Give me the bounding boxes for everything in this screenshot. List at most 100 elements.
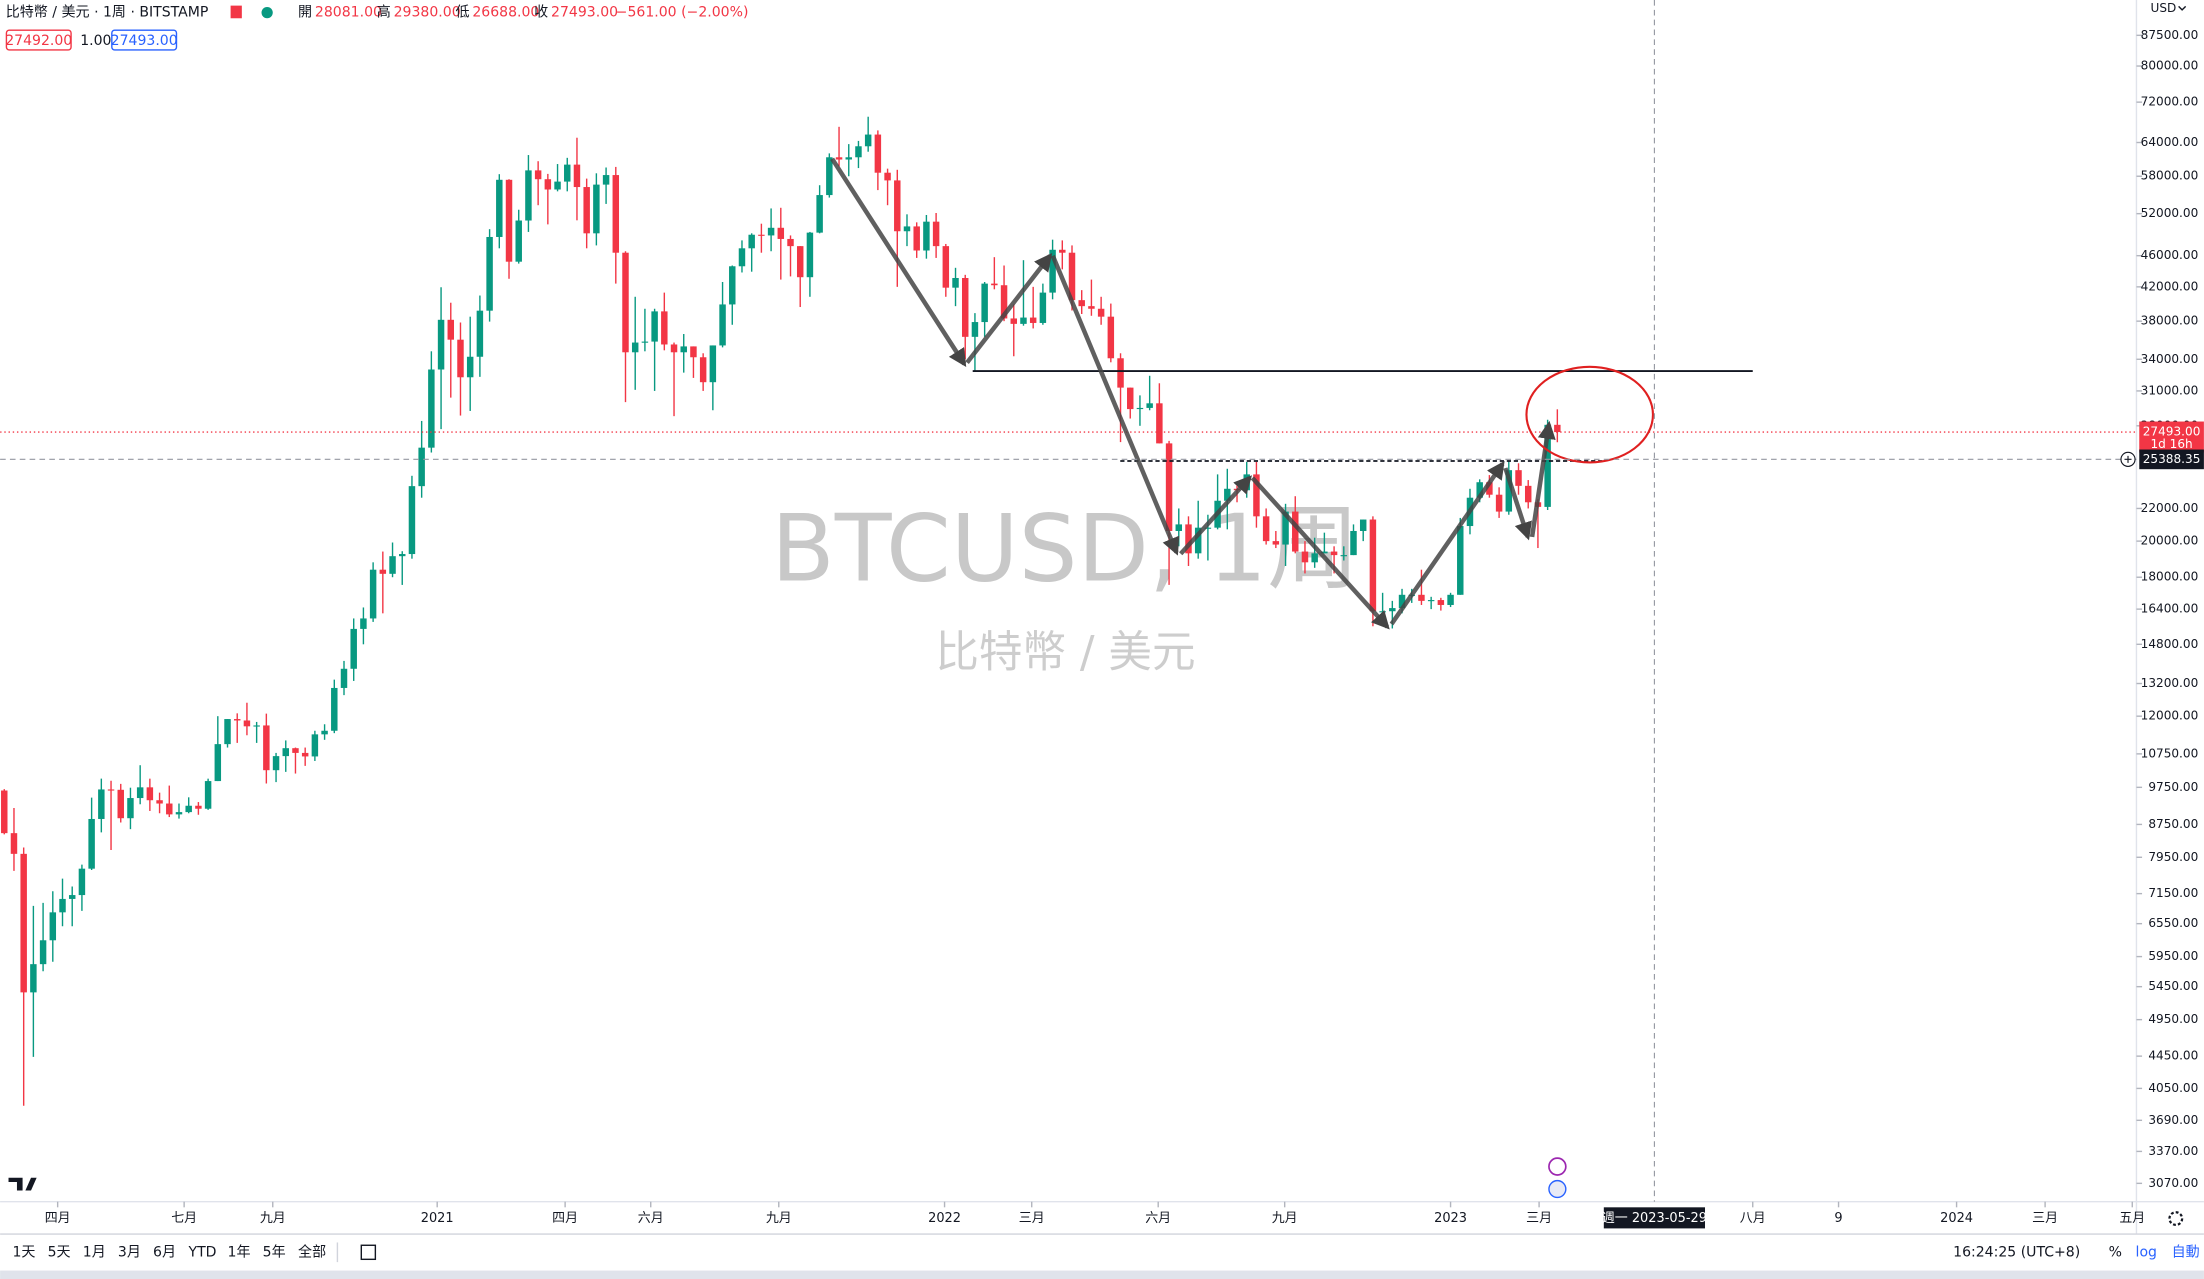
range-button[interactable]: 1月 xyxy=(83,1244,106,1260)
symbol[interactable]: 比特幣 / 美元 · 1周 · BITSTAMP xyxy=(6,5,209,21)
candle-body xyxy=(690,346,697,358)
x-tick-label: 六月 xyxy=(1145,1211,1171,1226)
candle-body xyxy=(10,833,18,854)
candle-body xyxy=(767,227,775,236)
range-button[interactable]: 5天 xyxy=(48,1244,71,1260)
x-tick-label: 三月 xyxy=(2032,1211,2058,1226)
change: −561.00 (−2.00%) xyxy=(616,5,749,21)
candle-body xyxy=(117,789,124,819)
range-button[interactable]: YTD xyxy=(187,1244,216,1260)
x-tick-label: 六月 xyxy=(638,1211,664,1226)
candle-body xyxy=(505,179,513,262)
candle-body xyxy=(379,569,387,574)
event-icon[interactable] xyxy=(1548,1157,1567,1176)
range-button[interactable]: 5年 xyxy=(263,1244,286,1260)
countdown: 1d 16h xyxy=(2150,437,2192,451)
candle-body xyxy=(981,283,988,323)
candle-body xyxy=(651,311,658,342)
status-icon xyxy=(261,7,273,19)
flag-icon[interactable] xyxy=(230,5,242,19)
candle-body xyxy=(1544,424,1551,507)
candle-body xyxy=(175,812,183,815)
candle-body xyxy=(971,322,979,337)
y-tick-label: 5450.00 xyxy=(2148,979,2198,993)
date-range-icon[interactable] xyxy=(360,1244,377,1261)
y-tick-label: 22000.00 xyxy=(2141,501,2199,515)
candle-body xyxy=(884,172,891,181)
y-tick-label: 18000.00 xyxy=(2141,570,2199,584)
candle-body xyxy=(952,277,959,288)
candle-body xyxy=(301,752,309,757)
candle-body xyxy=(573,164,581,188)
candle-body xyxy=(146,787,154,801)
y-tick-label: 12000.00 xyxy=(2141,709,2199,723)
candle-body xyxy=(796,246,804,278)
candle-body xyxy=(1049,249,1056,293)
y-tick-label: 4050.00 xyxy=(2148,1081,2198,1095)
candle-body xyxy=(1097,308,1105,317)
candle-body xyxy=(1194,527,1202,554)
candle-body xyxy=(1107,316,1115,359)
y-tick-label: 34000.00 xyxy=(2141,352,2199,366)
ask[interactable]: 27493.00 xyxy=(111,33,178,49)
candle-body xyxy=(1000,285,1008,319)
range-button[interactable]: 全部 xyxy=(298,1243,326,1260)
x-tick-label: 2021 xyxy=(421,1211,454,1226)
candle-body xyxy=(457,339,464,378)
candle-body xyxy=(991,283,998,286)
settings-icon[interactable] xyxy=(2168,1211,2184,1227)
candle-body xyxy=(1136,407,1144,410)
log-toggle[interactable]: log xyxy=(2136,1244,2157,1260)
y-tick-label: 64000.00 xyxy=(2141,135,2199,149)
candle-body xyxy=(1330,551,1338,556)
y-tick-label: 14800.00 xyxy=(2141,637,2199,651)
y-tick-label: 6550.00 xyxy=(2148,916,2198,930)
ohlc-label: 高 xyxy=(377,4,391,21)
candle-body xyxy=(583,187,590,234)
auto-toggle[interactable]: 自動 xyxy=(2172,1244,2200,1260)
candle-body xyxy=(1389,608,1396,612)
y-tick-label: 87500.00 xyxy=(2141,28,2199,42)
candle-body xyxy=(1156,403,1163,444)
candle-body xyxy=(554,181,561,190)
range-button[interactable]: 1天 xyxy=(12,1244,35,1260)
event-icon[interactable] xyxy=(1548,1179,1567,1199)
y-tick-label: 80000.00 xyxy=(2141,59,2199,73)
candle-body xyxy=(1029,317,1037,323)
candle-body xyxy=(224,719,231,745)
last-price-tag xyxy=(2139,421,2204,453)
arrow xyxy=(1529,420,1556,538)
candle-body xyxy=(932,221,940,247)
candle-body xyxy=(826,157,833,196)
range-button[interactable]: 1年 xyxy=(228,1244,251,1260)
x-tick-label: 五月 xyxy=(2119,1211,2145,1226)
candle-body xyxy=(292,748,299,753)
candle-body xyxy=(78,868,86,896)
range-button[interactable]: 6月 xyxy=(153,1244,176,1260)
candle-body xyxy=(515,220,522,262)
candle-body xyxy=(1418,594,1425,601)
candle-body xyxy=(1175,524,1183,531)
clock[interactable]: 16:24:25 (UTC+8) xyxy=(1953,1244,2080,1260)
x-tick-label: 2022 xyxy=(928,1211,961,1226)
sell-button[interactable] xyxy=(5,29,72,51)
ohlc-label: 低 xyxy=(455,5,469,21)
dropdown xyxy=(2178,5,2187,11)
bid[interactable]: 27492.00 xyxy=(5,33,72,49)
candle-body xyxy=(195,805,202,809)
y-tick-label: 5950.00 xyxy=(2148,949,2198,963)
percent-toggle[interactable]: % xyxy=(2109,1244,2122,1260)
candle-body xyxy=(1204,527,1212,529)
candle-body xyxy=(1185,524,1192,554)
buy-button[interactable] xyxy=(111,29,178,51)
currency[interactable]: USD xyxy=(2150,1,2176,15)
candle-body xyxy=(1554,424,1561,433)
candle-body xyxy=(350,628,357,669)
x-tick-label: 七月 xyxy=(171,1211,197,1226)
candle-body xyxy=(894,180,901,232)
candle-body xyxy=(185,805,192,813)
y-tick-label: 8750.00 xyxy=(2148,817,2198,831)
range-button[interactable]: 3月 xyxy=(118,1244,141,1260)
